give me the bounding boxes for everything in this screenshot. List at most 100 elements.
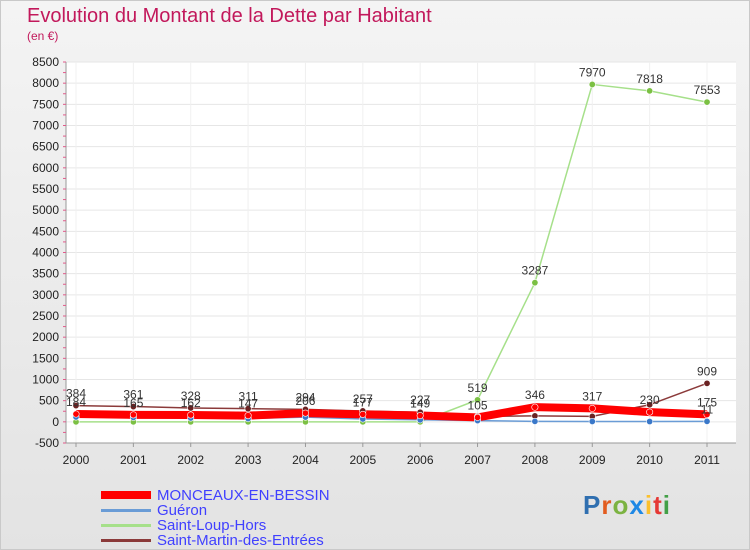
x-tick-label: 2000 bbox=[63, 453, 90, 467]
y-tick-label: 2500 bbox=[32, 309, 59, 323]
data-point bbox=[646, 408, 654, 416]
y-tick-label: 1500 bbox=[32, 351, 59, 365]
chart-title: Evolution du Montant de la Dette par Hab… bbox=[27, 5, 432, 27]
data-point bbox=[129, 411, 137, 419]
y-tick-label: 5500 bbox=[32, 182, 59, 196]
legend-item-monceaux: MONCEAUX-EN-BESSIN bbox=[101, 486, 330, 504]
legend-swatch bbox=[101, 523, 151, 527]
data-point bbox=[703, 379, 711, 387]
data-point bbox=[531, 403, 539, 411]
legend-label: Saint-Loup-Hors bbox=[157, 516, 267, 534]
y-tick-label: 0 bbox=[52, 415, 59, 429]
y-tick-label: 4500 bbox=[32, 224, 59, 238]
data-point bbox=[588, 80, 596, 88]
chart-subtitle: (en €) bbox=[27, 29, 59, 43]
legend-swatch bbox=[101, 538, 151, 542]
data-label: 3287 bbox=[522, 264, 549, 278]
x-tick-label: 2004 bbox=[292, 453, 319, 467]
y-tick-label: 6000 bbox=[32, 161, 59, 175]
legend-label: Guéron bbox=[157, 501, 208, 519]
data-label: 317 bbox=[582, 389, 602, 403]
data-label: 230 bbox=[640, 393, 660, 407]
x-tick-label: 2009 bbox=[579, 453, 606, 467]
y-tick-label: 8500 bbox=[32, 55, 59, 69]
data-label: 328 bbox=[181, 389, 201, 403]
legend-label: MONCEAUX-EN-BESSIN bbox=[157, 486, 330, 504]
data-label: 7970 bbox=[579, 65, 606, 79]
x-tick-label: 2010 bbox=[636, 453, 663, 467]
legend-label: Saint-Martin-des-Entrées bbox=[157, 531, 324, 549]
y-tick-label: 3500 bbox=[32, 267, 59, 281]
series-line bbox=[75, 403, 708, 422]
x-tick-label: 2002 bbox=[177, 453, 204, 467]
data-point bbox=[187, 411, 195, 419]
x-tick-label: 2003 bbox=[235, 453, 262, 467]
data-point bbox=[244, 412, 252, 420]
data-label: 346 bbox=[525, 388, 545, 402]
data-label: 311 bbox=[239, 390, 258, 404]
logo-letter: i bbox=[662, 490, 671, 520]
data-point bbox=[301, 409, 309, 417]
logo-letter: t bbox=[653, 490, 663, 520]
data-label: 162 bbox=[181, 396, 201, 410]
legend-item-gueron: Guéron bbox=[101, 501, 208, 519]
data-point bbox=[244, 405, 252, 413]
data-label: 105 bbox=[468, 398, 488, 412]
data-point bbox=[72, 402, 80, 410]
data-label: 7553 bbox=[694, 83, 721, 97]
data-point bbox=[531, 417, 539, 425]
logo-letter: i bbox=[644, 490, 654, 520]
y-tick-label: 4000 bbox=[32, 246, 59, 260]
data-point bbox=[531, 279, 539, 287]
x-tick-label: 2001 bbox=[120, 453, 147, 467]
data-point bbox=[474, 413, 482, 421]
data-label: 149 bbox=[410, 397, 430, 411]
data-point bbox=[646, 87, 654, 95]
x-tick-label: 2007 bbox=[464, 453, 491, 467]
logo-letter: o bbox=[612, 490, 630, 520]
x-tick-label: 2011 bbox=[694, 453, 720, 467]
data-point bbox=[359, 410, 367, 418]
x-tick-label: 2006 bbox=[407, 453, 434, 467]
data-label: 175 bbox=[697, 395, 717, 409]
data-point bbox=[703, 410, 711, 418]
data-point bbox=[187, 404, 195, 412]
y-tick-label: 7000 bbox=[32, 119, 59, 133]
data-point bbox=[703, 98, 711, 106]
data-label: 11 bbox=[701, 402, 714, 416]
y-tick-label: 8000 bbox=[32, 76, 59, 90]
y-tick-label: -500 bbox=[35, 436, 59, 450]
legend-item-saint-loup: Saint-Loup-Hors bbox=[101, 516, 267, 534]
data-point bbox=[72, 410, 80, 418]
data-label: 294 bbox=[295, 390, 315, 404]
y-tick-label: 1000 bbox=[32, 373, 59, 387]
data-point bbox=[703, 417, 711, 425]
legend-swatch bbox=[101, 508, 151, 512]
data-label: 147 bbox=[238, 397, 258, 411]
data-label: 206 bbox=[295, 394, 315, 408]
y-tick-label: 5000 bbox=[32, 203, 59, 217]
data-point bbox=[588, 404, 596, 412]
series-line bbox=[76, 83, 708, 423]
data-point bbox=[646, 418, 654, 426]
data-point bbox=[646, 401, 654, 409]
logo-letter: x bbox=[629, 490, 645, 520]
legend-item-saint-martin: Saint-Martin-des-Entrées bbox=[101, 531, 324, 549]
data-label: 361 bbox=[123, 388, 143, 402]
data-point bbox=[129, 403, 137, 411]
data-label: 7818 bbox=[636, 72, 663, 86]
data-point bbox=[416, 412, 424, 420]
data-point bbox=[588, 417, 596, 425]
y-tick-label: 7500 bbox=[32, 97, 59, 111]
data-label: 227 bbox=[410, 393, 430, 407]
y-tick-label: 6500 bbox=[32, 140, 59, 154]
data-label: 177 bbox=[353, 395, 373, 409]
logo-letter: r bbox=[601, 490, 613, 520]
x-tick-label: 2005 bbox=[349, 453, 376, 467]
data-label: 165 bbox=[123, 396, 143, 410]
y-tick-label: 2000 bbox=[32, 330, 59, 344]
data-point bbox=[474, 396, 482, 404]
data-label: 909 bbox=[697, 364, 717, 378]
